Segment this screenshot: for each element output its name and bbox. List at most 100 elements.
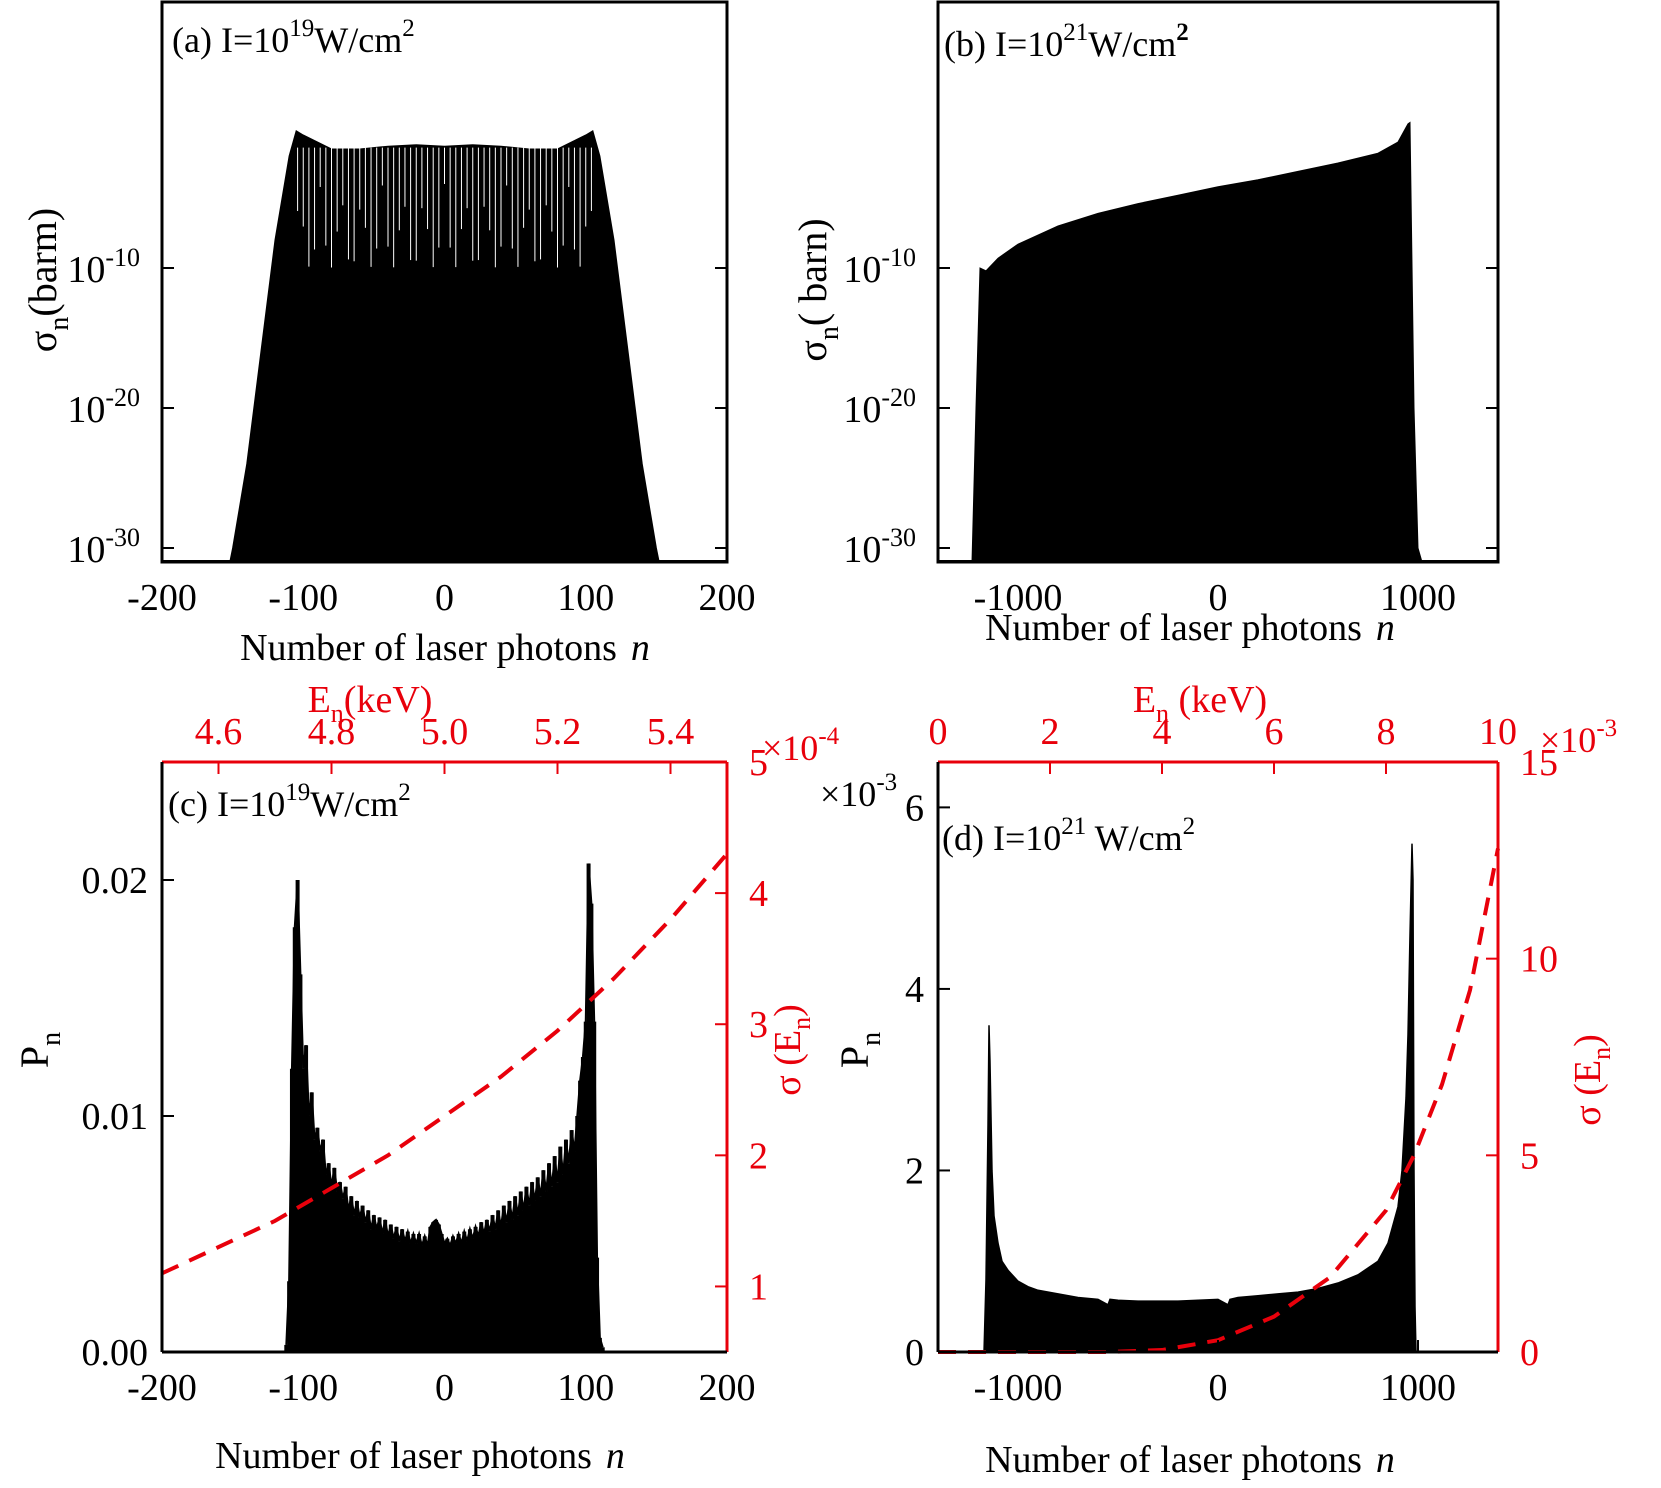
panel-b-ylabel: σn( barn) [790,218,845,361]
panel-b-label: (b) I=1021W/cm2 [944,19,1189,64]
panel-d-label: (d) I=1021 W/cm2 [942,813,1195,858]
xtick-label: 1000 [1380,1367,1456,1409]
panel-c-xtick-labels: -200 -100 0 100 200 [127,1367,755,1409]
panel-d-y-multiplier: ×10-3 [820,769,897,814]
y2tick-label: 5 [749,742,768,784]
topxtick-label: 4 [1153,711,1172,753]
panel-b-ytick-labels: 10-10 10-20 10-30 [843,243,916,571]
y2tick-label: 0 [1520,1332,1539,1374]
xtick-label: 200 [699,577,756,619]
topxtick-label: 5.0 [421,711,469,753]
ytick-label: 10-30 [67,523,140,571]
y2tick-label: 5 [1520,1135,1539,1177]
y2tick-label: 3 [749,1004,768,1046]
y2tick-label: 2 [749,1135,768,1177]
panel-d-y2label: σ (En) [1567,1034,1616,1126]
panel-a: -200 -100 0 100 200 10-10 10-20 10-30 (a) I=10… [20,0,756,669]
xtick-label: -100 [268,1367,338,1409]
ytick-label: 10-30 [843,523,916,571]
panel-a-xlabel: Number of laser photons n [240,627,650,669]
panel-a-label: (a) I=1019W/cm2 [172,15,415,60]
xtick-label: 0 [1209,577,1228,619]
panel-d-plot-area [938,843,1500,1354]
ytick-label: 6 [905,787,924,829]
cross-section-area [229,130,660,563]
panel-d-xlabel: Number of laser photons n [985,1439,1395,1481]
panel-a-ytick-marks [162,267,727,549]
topxtick-label: 6 [1265,711,1284,753]
panel-a-ylabel: σn(barm) [20,208,75,352]
panel-c-ylabel: Pn [12,1032,67,1068]
panel-b: -1000 0 1000 10-10 10-20 10-30 (b) I=1021W/c… [790,0,1500,649]
cross-section-curve [161,852,729,1276]
panel-d-ylabel: Pn [832,1032,887,1068]
y2tick-label: 15 [1520,742,1558,784]
ytick-label: 10-20 [67,383,140,431]
panel-c-y2tick-marks [715,761,727,1288]
xtick-label: 100 [557,577,614,619]
topxtick-label: 4.8 [308,711,356,753]
panel-a-xtick-labels: -200 -100 0 100 200 [127,577,755,619]
ytick-label: 0.01 [82,1096,149,1138]
panel-c-topxtick-marks [217,762,672,774]
panel-d-y2-multiplier: ×10-3 [1540,715,1617,760]
panel-b-ytick-marks [938,267,1498,549]
ytick-label: 4 [905,969,924,1011]
panel-b-xtick-labels: -1000 0 1000 [974,577,1456,619]
y2tick-label: 10 [1520,939,1558,981]
panel-c-y2tick-labels: 1 2 3 4 5 [749,742,768,1308]
ytick-label: 10-10 [843,243,916,291]
cross-section-curve [938,848,1500,1354]
panel-c-y2-multiplier: ×10-4 [762,723,840,768]
xtick-label: -1000 [974,577,1063,619]
cross-section-area [971,121,1423,563]
panel-c-ytick-labels: 0.00 0.01 0.02 [82,860,149,1374]
xtick-label: -1000 [974,1367,1063,1409]
panel-c-topxtick-labels: 4.6 4.8 5.0 5.2 5.4 [195,711,695,753]
panel-a-ytick-labels: 10-10 10-20 10-30 [67,243,140,571]
xtick-label: -100 [268,577,338,619]
panel-d-ytick-labels: 0 2 4 6 [905,787,924,1374]
topxtick-label: 5.4 [647,711,695,753]
panel-d-y2tick-labels: 0 5 10 15 [1520,742,1558,1374]
panel-a-plot-area [162,130,727,563]
xtick-label: 200 [699,1367,756,1409]
ytick-label: 10-20 [843,383,916,431]
panel-b-plot-area [938,121,1498,563]
panel-c-label: (c) I=1019W/cm2 [168,779,411,824]
panel-d-topxtick-marks [937,762,1499,774]
panel-d-ytick-marks [938,806,950,1353]
xtick-label: 0 [435,577,454,619]
ytick-label: 0 [905,1332,924,1374]
xtick-label: 1000 [1380,577,1456,619]
panel-c-ytick-marks [162,879,174,1353]
topxtick-label: 4.6 [195,711,243,753]
panel-d-top-xlabel: En (keV) [1133,679,1267,728]
panel-c-plot-area [161,852,729,1352]
panel-d-xtick-marks [1017,1340,1419,1352]
panel-d: -1000 0 1000 0 2 4 6 0 5 10 15 0 2 4 6 8 10 (d) I=102… [820,679,1617,1481]
panel-d-topxtick-labels: 0 2 4 6 8 10 [929,711,1518,753]
xtick-label: -200 [127,1367,197,1409]
ytick-label: 0.02 [82,860,149,902]
panel-b-xlabel: Number of laser photons n [985,607,1395,649]
probability-area [983,843,1417,1353]
panel-a-xtick-marks [161,550,728,562]
y2tick-label: 4 [749,873,768,915]
ytick-label: 0.00 [82,1332,149,1374]
xtick-label: 0 [1209,1367,1228,1409]
topxtick-label: 8 [1377,711,1396,753]
xtick-label: -200 [127,577,197,619]
panel-d-xtick-labels: -1000 0 1000 [974,1367,1456,1409]
panel-c-y2label: σ (En) [767,1004,816,1096]
panel-c-xtick-marks [161,1340,728,1352]
y2tick-label: 1 [749,1266,768,1308]
ytick-label: 2 [905,1150,924,1192]
panel-b-xtick-marks [1017,550,1419,562]
panel-c-top-xlabel: En(keV) [308,679,433,728]
xtick-label: 0 [435,1367,454,1409]
ytick-label: 10-10 [67,243,140,291]
topxtick-label: 0 [929,711,948,753]
